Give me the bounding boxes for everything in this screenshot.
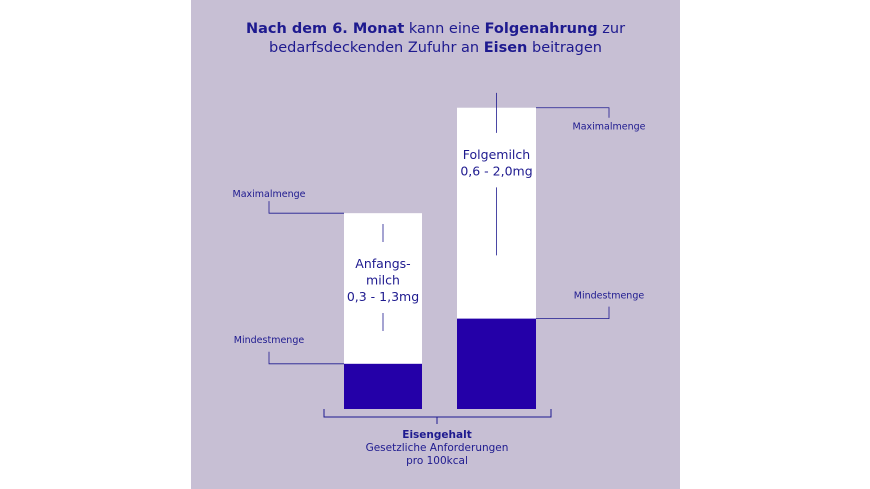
title-segment: Folgenahrung: [484, 21, 598, 37]
bar-label-0: Anfangs-: [355, 256, 410, 271]
max-label-0: Maximalmenge: [233, 189, 306, 200]
bar-min-1: [457, 318, 536, 409]
title-segment: beitragen: [527, 40, 602, 56]
title-segment: Eisen: [483, 40, 528, 56]
min-label-0: Mindestmenge: [234, 335, 305, 346]
bar-label-1: 0,6 - 2,0mg: [460, 163, 532, 178]
max-leader-0: [268, 201, 344, 214]
min-leader-0: [268, 351, 344, 365]
bar-label-0: milch: [366, 272, 400, 287]
title-segment: Nach dem 6. Monat: [245, 21, 405, 37]
max-leader-1: [536, 107, 610, 118]
chart-title: Nach dem 6. Monat kann eine Folgenahrung…: [191, 20, 680, 58]
x-axis-label: Eisengehalt: [402, 429, 471, 441]
title-segment: bedarfsdeckenden Zufuhr an: [268, 40, 484, 56]
x-axis-sublabel: pro 100kcal: [406, 455, 468, 467]
max-label-1: Maximalmenge: [573, 122, 646, 133]
axis-bracket: [323, 409, 552, 418]
x-axis-sublabel: Gesetzliche Anforderungen: [366, 442, 509, 454]
bar-label-1: Folgemilch: [463, 147, 530, 162]
bar-min-0: [344, 363, 422, 409]
bar-label-0: 0,3 - 1,3mg: [347, 289, 419, 304]
title-segment: zur: [597, 21, 626, 37]
title-segment: kann eine: [404, 21, 485, 37]
min-label-1: Mindestmenge: [574, 291, 645, 302]
chart-panel: Nach dem 6. Monat kann eine Folgenahrung…: [191, 0, 680, 489]
chart-svg: Anfangs-milch 0,3 - 1,3mg Maximalmenge Mind…: [233, 92, 646, 467]
min-leader-1: [536, 306, 610, 320]
